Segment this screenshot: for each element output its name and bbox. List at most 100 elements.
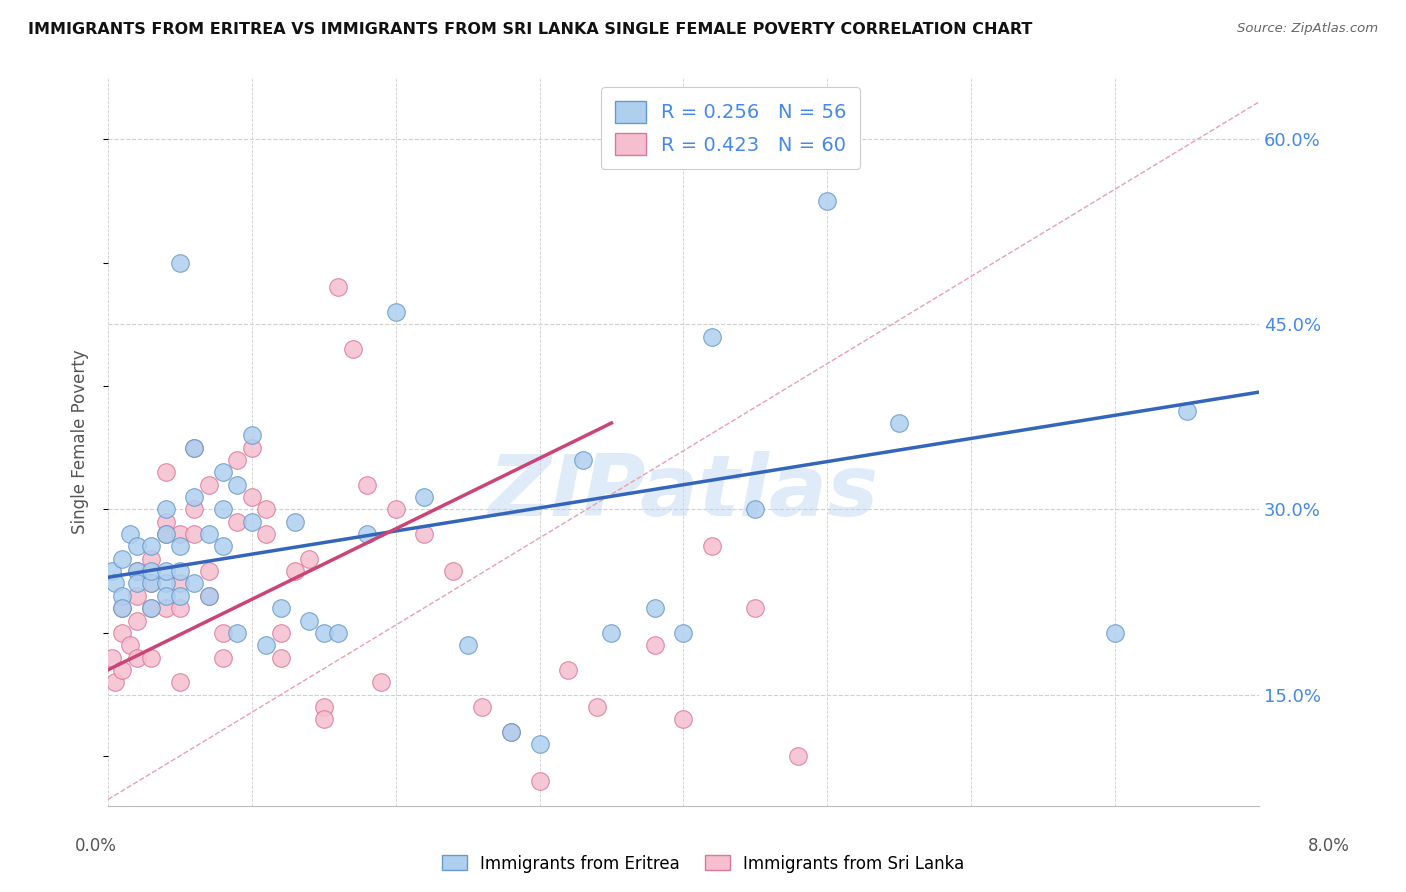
Point [125, 589, 148, 603]
Point [125, 540, 148, 554]
Point [111, 625, 134, 640]
Point [457, 638, 479, 652]
Text: ZIPatlas: ZIPatlas [488, 451, 879, 534]
Point [118, 638, 141, 652]
Point [125, 564, 148, 578]
Point [815, 194, 838, 208]
Point [212, 650, 235, 665]
Point [298, 614, 321, 628]
Text: 0.0%: 0.0% [75, 837, 117, 855]
Point [169, 601, 191, 615]
Point [183, 576, 205, 591]
Point [529, 774, 551, 789]
Point [197, 564, 219, 578]
Point [270, 601, 292, 615]
Point [441, 564, 464, 578]
Point [1104, 625, 1126, 640]
Text: IMMIGRANTS FROM ERITREA VS IMMIGRANTS FROM SRI LANKA SINGLE FEMALE POVERTY CORRE: IMMIGRANTS FROM ERITREA VS IMMIGRANTS FR… [28, 22, 1032, 37]
Point [125, 614, 148, 628]
Point [586, 699, 609, 714]
Point [155, 576, 177, 591]
Point [240, 515, 263, 529]
Point [571, 453, 593, 467]
Point [672, 712, 695, 726]
Point [226, 477, 249, 491]
Point [284, 515, 307, 529]
Point [270, 650, 292, 665]
Point [125, 564, 148, 578]
Point [155, 601, 177, 615]
Legend: R = 0.256   N = 56, R = 0.423   N = 60: R = 0.256 N = 56, R = 0.423 N = 60 [600, 87, 860, 169]
Point [240, 428, 263, 442]
Point [197, 477, 219, 491]
Point [644, 601, 666, 615]
Point [1175, 403, 1198, 417]
Point [111, 663, 134, 677]
Point [183, 490, 205, 504]
Point [101, 650, 124, 665]
Point [111, 589, 134, 603]
Point [139, 576, 162, 591]
Point [240, 441, 263, 455]
Point [125, 576, 148, 591]
Point [183, 441, 205, 455]
Point [413, 527, 436, 541]
Point [155, 564, 177, 578]
Point [212, 466, 235, 480]
Point [155, 515, 177, 529]
Point [197, 589, 219, 603]
Point [139, 551, 162, 566]
Point [197, 527, 219, 541]
Point [356, 527, 378, 541]
Point [226, 453, 249, 467]
Point [342, 342, 364, 356]
Point [155, 589, 177, 603]
Point [384, 502, 406, 516]
Point [169, 576, 191, 591]
Point [155, 466, 177, 480]
Point [139, 650, 162, 665]
Point [529, 737, 551, 751]
Point [111, 551, 134, 566]
Point [169, 540, 191, 554]
Y-axis label: Single Female Poverty: Single Female Poverty [72, 350, 89, 533]
Point [104, 675, 127, 690]
Point [413, 490, 436, 504]
Point [744, 502, 766, 516]
Point [312, 699, 335, 714]
Point [183, 441, 205, 455]
Point [270, 625, 292, 640]
Point [104, 576, 127, 591]
Point [118, 527, 141, 541]
Point [240, 490, 263, 504]
Point [370, 675, 392, 690]
Point [254, 638, 277, 652]
Point [183, 502, 205, 516]
Point [312, 712, 335, 726]
Point [169, 255, 191, 269]
Point [212, 540, 235, 554]
Point [155, 502, 177, 516]
Text: Source: ZipAtlas.com: Source: ZipAtlas.com [1237, 22, 1378, 36]
Point [169, 564, 191, 578]
Point [700, 540, 723, 554]
Point [139, 540, 162, 554]
Point [499, 724, 522, 739]
Point [111, 601, 134, 615]
Point [212, 502, 235, 516]
Point [254, 502, 277, 516]
Point [700, 329, 723, 343]
Point [125, 650, 148, 665]
Point [139, 576, 162, 591]
Point [557, 663, 579, 677]
Point [644, 638, 666, 652]
Point [326, 280, 349, 294]
Point [384, 305, 406, 319]
Point [155, 527, 177, 541]
Legend: Immigrants from Eritrea, Immigrants from Sri Lanka: Immigrants from Eritrea, Immigrants from… [434, 848, 972, 880]
Point [226, 515, 249, 529]
Point [312, 625, 335, 640]
Point [183, 527, 205, 541]
Point [155, 527, 177, 541]
Point [600, 625, 623, 640]
